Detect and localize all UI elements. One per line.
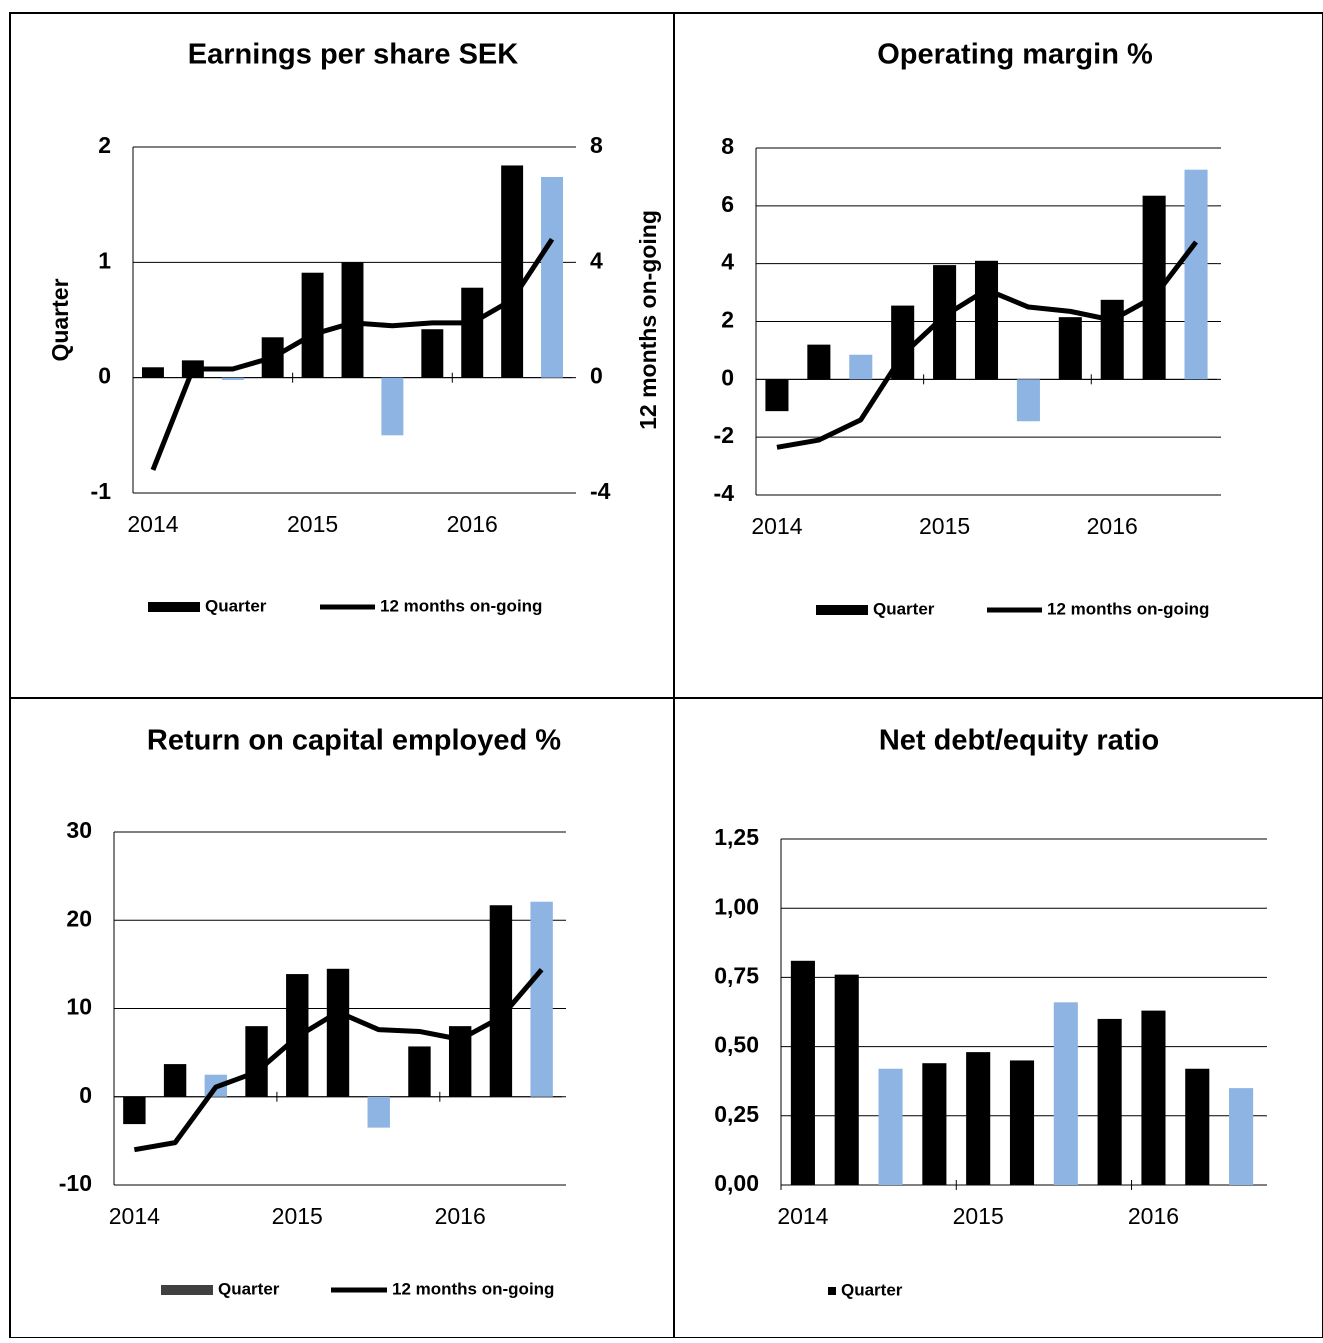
bar <box>1097 1018 1122 1185</box>
bar <box>1009 1060 1035 1185</box>
bar <box>530 901 553 1097</box>
y2-tick-label: 4 <box>590 247 603 273</box>
bar <box>922 1063 947 1185</box>
x-tick-label: 2016 <box>447 511 498 537</box>
bar <box>834 974 859 1185</box>
x-tick-label: 2016 <box>1128 1203 1179 1229</box>
y2-tick-label: 8 <box>590 132 603 158</box>
bar <box>123 1096 146 1125</box>
y-tick-label: 0 <box>98 363 111 389</box>
bar <box>1141 1010 1166 1185</box>
y-tick-label: -2 <box>714 422 734 448</box>
bar <box>878 1068 903 1185</box>
bar <box>367 1096 390 1128</box>
bar <box>1053 1002 1078 1185</box>
legend-swatch <box>161 1285 213 1295</box>
legend-label: Quarter <box>218 1279 280 1298</box>
y-tick-label: -1 <box>91 478 112 504</box>
legend-label: Quarter <box>873 599 935 618</box>
y2-tick-label: -4 <box>590 478 611 504</box>
y-tick-label: 2 <box>98 132 111 158</box>
bar <box>765 379 789 412</box>
y-tick-label: 20 <box>66 905 92 931</box>
x-tick-label: 2014 <box>127 511 178 537</box>
y-tick-label: 0,50 <box>714 1032 759 1058</box>
bar <box>541 176 564 378</box>
line <box>776 240 1199 450</box>
legend-swatch <box>828 1287 836 1295</box>
y-tick-label: 0,25 <box>714 1101 759 1127</box>
y-tick-label: 0,75 <box>714 962 759 988</box>
bar <box>966 1052 991 1185</box>
x-tick-label: 2015 <box>953 1203 1004 1229</box>
bar <box>421 329 444 378</box>
x-tick-label: 2015 <box>272 1203 323 1229</box>
y-axis-label: Quarter <box>47 278 73 361</box>
bar <box>1184 169 1208 380</box>
bar <box>1016 379 1040 422</box>
y-tick-label: 2 <box>721 307 734 333</box>
y-tick-label: 6 <box>721 191 734 217</box>
legend-label: 12 months on-going <box>392 1279 554 1298</box>
bar <box>790 960 815 1185</box>
line <box>150 237 555 471</box>
y2-axis-label: 12 months on-going <box>635 210 661 430</box>
bar <box>301 272 324 378</box>
bar <box>1142 195 1166 380</box>
y-tick-label: 1,00 <box>714 893 759 919</box>
y-tick-label: -4 <box>714 480 735 506</box>
y-tick-label: 8 <box>721 133 734 159</box>
bar <box>1100 299 1124 380</box>
bar <box>163 1064 187 1097</box>
chart-title: Earnings per share SEK <box>188 39 518 71</box>
legend-swatch <box>148 602 200 612</box>
bar <box>326 968 350 1097</box>
y-tick-label: 0 <box>79 1082 92 1108</box>
x-tick-label: 2015 <box>287 511 338 537</box>
bar <box>245 1026 268 1097</box>
y-tick-label: 1,25 <box>714 824 759 850</box>
frame <box>9 12 1323 1339</box>
bar <box>849 354 873 380</box>
y-tick-label: 30 <box>66 817 92 843</box>
y-tick-label: -10 <box>59 1170 92 1196</box>
bar <box>1185 1068 1210 1185</box>
chart-title: Return on capital employed % <box>147 725 561 757</box>
bar <box>141 367 164 378</box>
bar <box>933 265 957 380</box>
bar <box>461 287 484 378</box>
y-tick-label: 10 <box>66 994 92 1020</box>
bar <box>807 344 831 380</box>
bar <box>1229 1088 1254 1185</box>
x-tick-label: 2014 <box>777 1203 828 1229</box>
bar <box>974 260 999 380</box>
bar <box>501 165 524 378</box>
bar <box>221 377 244 380</box>
x-tick-label: 2015 <box>919 513 970 539</box>
chart-title: Operating margin % <box>877 39 1153 71</box>
bar <box>448 1026 472 1097</box>
legend-label: 12 months on-going <box>1047 599 1209 618</box>
chart-title: Net debt/equity ratio <box>879 725 1159 757</box>
y-tick-label: 0 <box>721 364 734 390</box>
x-tick-label: 2014 <box>751 513 802 539</box>
y-tick-label: 0,00 <box>714 1170 759 1196</box>
bar <box>408 1046 431 1097</box>
y-tick-label: 4 <box>721 249 734 275</box>
bar <box>341 262 364 378</box>
legend-label: Quarter <box>841 1280 903 1299</box>
x-tick-label: 2014 <box>109 1203 160 1229</box>
x-tick-label: 2016 <box>435 1203 486 1229</box>
legend-swatch <box>816 605 868 615</box>
legend-label: Quarter <box>205 596 267 615</box>
legend-label: 12 months on-going <box>380 596 542 615</box>
line <box>133 968 544 1153</box>
y2-tick-label: 0 <box>590 363 603 389</box>
x-tick-label: 2016 <box>1087 513 1138 539</box>
bar <box>489 905 513 1097</box>
y-tick-label: 1 <box>98 247 111 273</box>
bar <box>381 377 404 436</box>
bar <box>1058 317 1082 380</box>
